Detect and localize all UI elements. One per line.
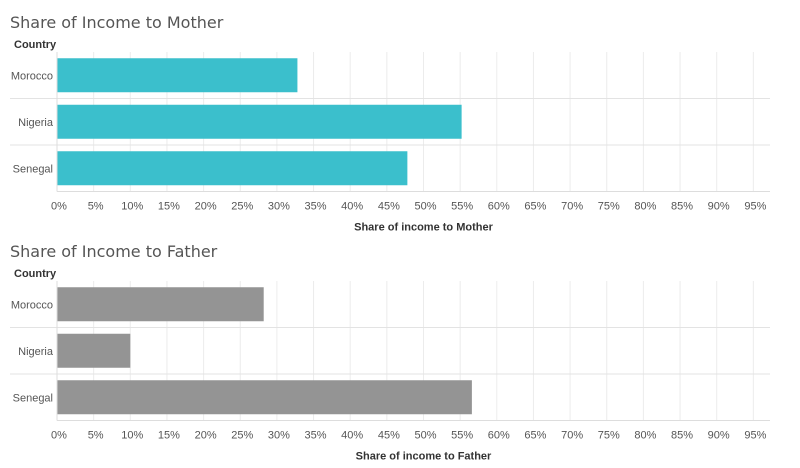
row-header-label: Country [14,268,57,280]
x-tick-label: 65% [524,430,546,442]
x-tick-label: 80% [634,201,656,213]
category-label: Nigeria [18,346,54,358]
x-tick-label: 80% [634,430,656,442]
chart-title: Share of Income to Father [10,242,218,261]
x-tick-label: 40% [341,430,363,442]
bar-morocco [57,58,298,93]
chart-panel-2: Share of Income to Father Country Morocco N… [10,242,770,463]
row-header-label: Country [14,39,57,51]
bar-nigeria [57,104,462,139]
x-tick-label: 70% [561,430,583,442]
bar-nigeria [57,333,131,368]
x-tick-label: 15% [158,201,180,213]
x-tick-label: 50% [414,430,436,442]
x-tick-label: 60% [488,430,510,442]
chart-title: Share of Income to Mother [10,13,224,32]
category-label: Nigeria [18,117,54,129]
x-tick-label: 50% [414,201,436,213]
x-tick-label: 55% [451,201,473,213]
x-tick-label: 10% [121,430,143,442]
x-tick-label: 85% [671,430,693,442]
x-tick-label: 95% [744,430,766,442]
bar-senegal [57,151,408,186]
x-tick-label: 95% [744,201,766,213]
bar-morocco [57,287,264,322]
x-tick-label: 60% [488,201,510,213]
x-tick-label: 40% [341,201,363,213]
x-tick-label: 65% [524,201,546,213]
x-tick-label: 75% [598,201,620,213]
x-tick-label: 75% [598,430,620,442]
x-tick-label: 30% [268,430,290,442]
x-tick-label: 45% [378,430,400,442]
x-tick-label: 5% [88,201,104,213]
category-label: Senegal [13,392,53,404]
x-axis-title: Share of income to Father [356,451,492,463]
x-tick-label: 55% [451,430,473,442]
x-tick-label: 30% [268,201,290,213]
chart-panel-1: Share of Income to Mother Country Morocco N… [10,13,770,234]
x-tick-label: 90% [708,430,730,442]
category-label: Morocco [11,299,53,311]
x-tick-label: 20% [195,201,217,213]
x-tick-label: 20% [195,430,217,442]
bar-senegal [57,380,472,415]
category-label: Morocco [11,70,53,82]
x-tick-label: 0% [51,430,67,442]
x-tick-label: 10% [121,201,143,213]
x-axis-title: Share of income to Mother [354,222,493,234]
x-tick-label: 0% [51,201,67,213]
x-tick-label: 25% [231,201,253,213]
x-tick-label: 25% [231,430,253,442]
x-tick-label: 5% [88,430,104,442]
x-tick-label: 35% [305,430,327,442]
category-label: Senegal [13,163,53,175]
x-tick-label: 35% [305,201,327,213]
x-tick-label: 45% [378,201,400,213]
x-tick-label: 90% [708,201,730,213]
x-tick-label: 70% [561,201,583,213]
x-tick-label: 15% [158,430,180,442]
x-tick-label: 85% [671,201,693,213]
